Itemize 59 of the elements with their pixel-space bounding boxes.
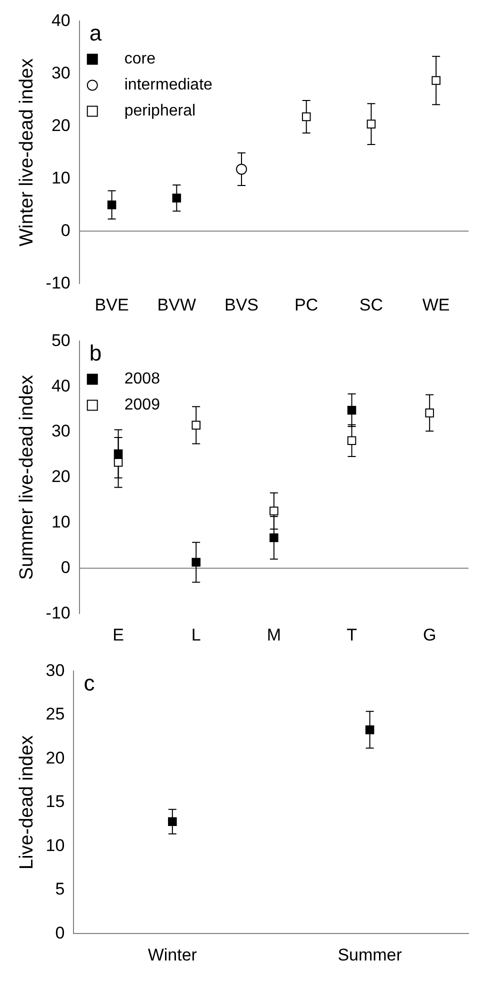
- x-tick-label: BVW: [157, 295, 196, 314]
- point: [432, 76, 440, 85]
- x-tick-label: T: [346, 625, 357, 644]
- y-tick-label: 30: [51, 422, 70, 441]
- point: [270, 506, 278, 516]
- legend-label: peripheral: [124, 102, 196, 120]
- point: [270, 533, 278, 542]
- y-tick-label: 0: [60, 558, 70, 577]
- y-tick-label: 50: [51, 330, 70, 350]
- point: [114, 449, 123, 458]
- x-tick-label: BVE: [94, 295, 129, 314]
- y-tick-label: 10: [51, 512, 70, 532]
- x-tick-label: L: [191, 625, 201, 644]
- x-tick-label: Winter: [148, 945, 198, 964]
- point: [107, 200, 116, 210]
- y-tick-label: 10: [51, 168, 70, 188]
- y-tick-label: 30: [51, 63, 70, 82]
- y-tick-label: 5: [55, 880, 65, 899]
- y-tick-label: 40: [51, 10, 70, 30]
- point: [302, 112, 311, 122]
- legend-label: intermediate: [124, 76, 213, 94]
- y-tick-label: 20: [46, 748, 65, 768]
- point: [192, 558, 200, 567]
- point: [114, 458, 123, 467]
- y-axis-title: Summer live-dead index: [16, 374, 38, 580]
- legend-label: 2009: [124, 396, 160, 414]
- point: [347, 406, 356, 415]
- x-tick-label: M: [266, 625, 282, 644]
- legend-label: 2008: [124, 370, 160, 388]
- point: [172, 194, 182, 202]
- point: [347, 436, 356, 446]
- y-tick-label: -10: [46, 273, 70, 292]
- y-axis-title: Winter live-dead index: [16, 58, 38, 246]
- y-tick-label: 20: [51, 116, 70, 135]
- y-tick-label: -10: [46, 603, 70, 622]
- y-tick-label: 15: [46, 792, 65, 812]
- y-tick-label: 20: [51, 467, 70, 486]
- point: [425, 408, 434, 418]
- y-tick-label: 40: [51, 376, 70, 396]
- y-tick-label: 25: [46, 704, 65, 724]
- legend-label: core: [124, 50, 156, 68]
- point: [192, 420, 200, 430]
- y-tick-label: 10: [46, 836, 65, 855]
- point: [366, 120, 376, 128]
- x-tick-label: WE: [422, 295, 450, 314]
- annotation: a: [89, 20, 102, 46]
- x-tick-label: SC: [359, 295, 384, 314]
- y-tick-label: 30: [46, 660, 65, 680]
- y-tick-label: 0: [55, 923, 65, 942]
- x-tick-label: BVS: [224, 295, 259, 314]
- y-tick-label: 0: [60, 220, 70, 240]
- annotation: c: [84, 670, 95, 696]
- annotation: b: [89, 340, 102, 366]
- point: [236, 164, 248, 175]
- x-tick-label: E: [112, 625, 124, 644]
- x-tick-label: PC: [294, 295, 318, 314]
- x-tick-label: G: [422, 625, 436, 644]
- y-axis-title: Live-dead index: [16, 734, 38, 870]
- x-tick-label: Summer: [338, 945, 402, 964]
